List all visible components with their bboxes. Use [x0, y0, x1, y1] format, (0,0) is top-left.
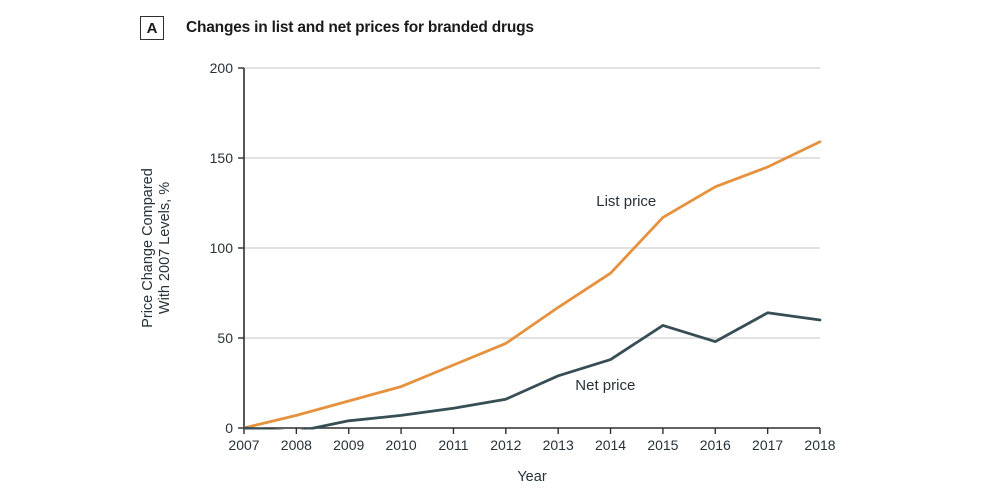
series-line-net-price [242, 311, 822, 430]
x-tick-label: 2015 [647, 437, 678, 453]
y-axis-title: Price Change ComparedWith 2007 Levels, % [140, 168, 173, 328]
panel-header: A Changes in list and net prices for bra… [140, 16, 534, 40]
x-tick-label: 2014 [595, 437, 626, 453]
x-tick-label: 2011 [438, 437, 468, 453]
x-tick-label: 2012 [490, 437, 521, 453]
y-tick-label: 150 [210, 150, 234, 166]
chart-title: Changes in list and net prices for brand… [186, 19, 534, 36]
x-tick-label: 2016 [700, 437, 731, 453]
x-axis-title: Year [517, 469, 546, 485]
x-tick-label: 2007 [228, 437, 259, 453]
y-tick-label: 0 [225, 420, 233, 436]
series-line-list-price [242, 140, 822, 430]
panel-label-box: A [140, 16, 164, 40]
x-tick-label: 2018 [804, 437, 835, 453]
series-label-net-price: Net price [575, 377, 635, 394]
x-tick-label: 2010 [386, 437, 417, 453]
x-tick-label: 2009 [333, 437, 364, 453]
panel-label: A [146, 19, 158, 37]
y-tick-label: 200 [210, 60, 234, 76]
series-label-list-price: List price [596, 193, 656, 210]
x-tick-label: 2008 [281, 437, 312, 453]
y-tick-label: 100 [210, 240, 234, 256]
x-tick-label: 2017 [752, 437, 783, 453]
y-tick-label: 50 [217, 330, 233, 346]
x-tick-label: 2013 [543, 437, 574, 453]
